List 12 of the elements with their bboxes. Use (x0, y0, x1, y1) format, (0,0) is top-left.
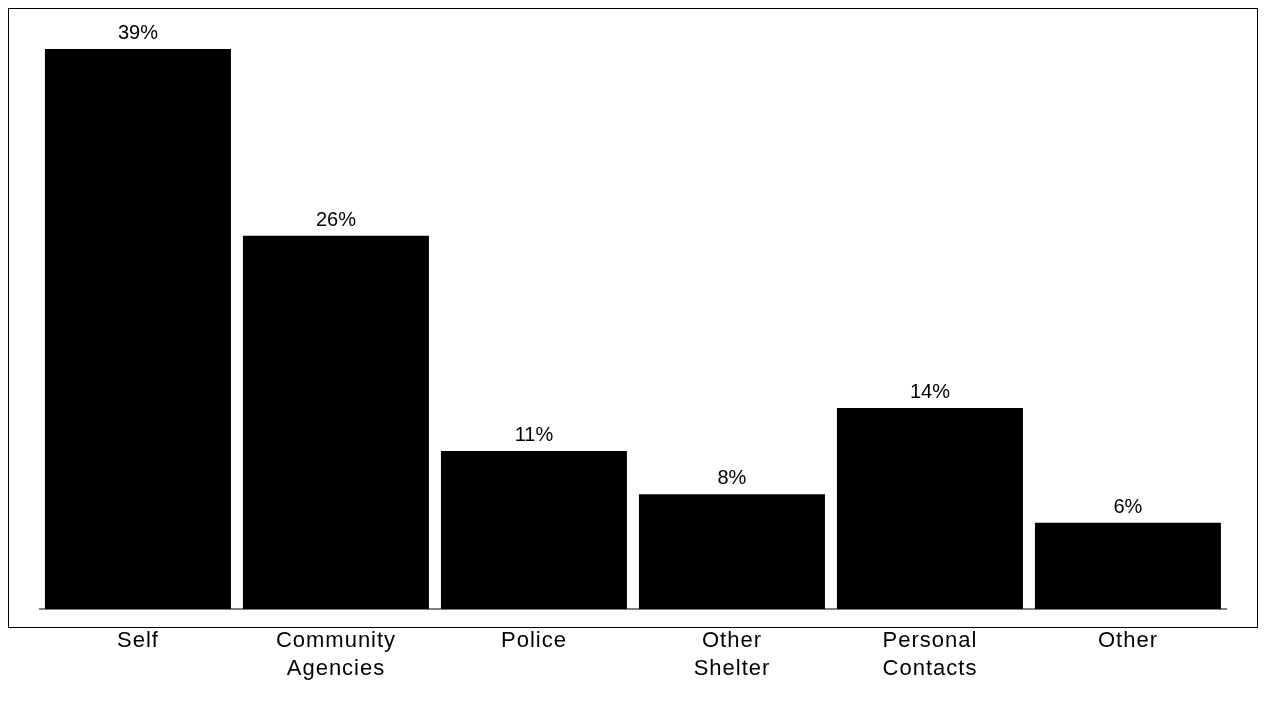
data-label: 11% (514, 423, 554, 446)
x-tick-label: Personal Contacts (882, 627, 978, 680)
data-label: 14% (909, 379, 951, 402)
x-tick-label: Community Agencies (275, 627, 397, 680)
x-tick-label: Other (1097, 627, 1159, 652)
x-tick-label: Police (501, 627, 567, 652)
data-label: 26% (315, 207, 357, 230)
x-tick-label: Self (117, 627, 159, 652)
data-label: 39% (117, 21, 159, 43)
data-label: 8% (717, 466, 747, 489)
data-label: 6% (1113, 494, 1143, 517)
x-tick-label: Other Shelter (693, 627, 771, 680)
